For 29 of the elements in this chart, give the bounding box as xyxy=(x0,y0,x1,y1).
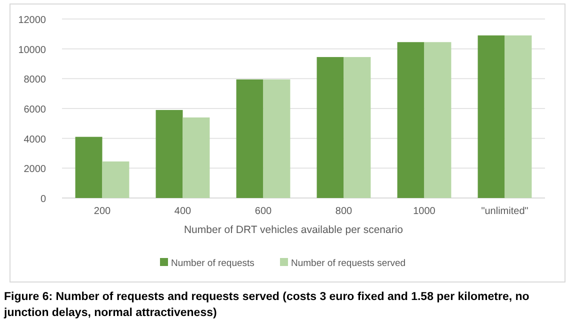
bar xyxy=(504,35,532,198)
bar xyxy=(424,42,452,198)
x-tick-label: 200 xyxy=(94,206,112,217)
y-tick-label: 2000 xyxy=(24,164,46,176)
bar xyxy=(344,57,371,198)
x-axis-title: Number of DRT vehicles available per scenario xyxy=(184,224,404,236)
bar xyxy=(75,136,102,198)
x-tick-label: 400 xyxy=(174,206,192,217)
bar xyxy=(236,79,264,198)
x-tick-label: "unlimited" xyxy=(481,206,529,217)
y-tick-label: 4000 xyxy=(24,134,46,146)
y-tick-label: 6000 xyxy=(24,104,46,116)
bar xyxy=(263,79,290,198)
bar xyxy=(102,161,130,198)
x-tick-label: 600 xyxy=(254,206,272,217)
x-tick-label: 800 xyxy=(335,206,353,217)
legend-label: Number of requests served xyxy=(291,258,406,269)
y-tick-label: 0 xyxy=(40,194,46,205)
y-tick-label: 8000 xyxy=(24,74,46,86)
x-tick-label: 1000 xyxy=(413,206,436,217)
bar xyxy=(478,35,505,198)
caption: Figure 6: Number of requests and requests served (costs 3 euro fixed and 1.58 per kilometre, no junction delays, normal attractiveness) xyxy=(4,290,530,321)
bar xyxy=(397,42,424,198)
bar xyxy=(156,110,183,198)
bar xyxy=(182,117,210,198)
legend-label: Number of requests xyxy=(171,258,255,269)
bar xyxy=(316,57,344,198)
y-tick-label: 12000 xyxy=(18,15,46,26)
y-tick-label: 10000 xyxy=(18,44,46,56)
